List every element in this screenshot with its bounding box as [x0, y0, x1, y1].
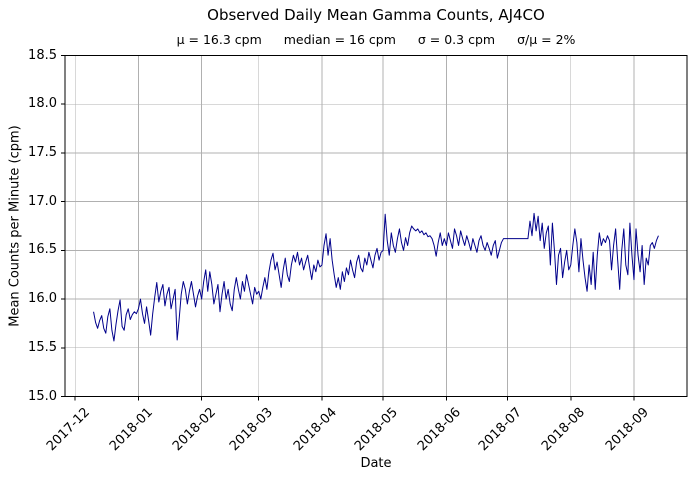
chart-stats-line: μ = 16.3 cpm median = 16 cpm σ = 0.3 cpm…: [65, 32, 687, 48]
plot-border: [64, 55, 688, 397]
y-axis-label: Mean Counts per Minute (cpm): [7, 125, 23, 327]
stat-sigma: σ = 0.3 cpm: [417, 32, 496, 47]
stat-sigma-over-mu: σ/μ = 2%: [517, 32, 576, 47]
y-tick-label: 15.5: [28, 339, 57, 355]
chart-title: Observed Daily Mean Gamma Counts, AJ4CO: [207, 6, 545, 24]
y-tick-label: 17.5: [28, 144, 57, 160]
data-line: [93, 212, 659, 342]
y-tick-label: 18.5: [28, 47, 57, 63]
y-tick-label: 16.5: [28, 242, 57, 258]
y-tick-label: 15.0: [28, 388, 57, 404]
y-tick-label: 17.0: [28, 193, 57, 209]
stat-median: median = 16 cpm: [283, 32, 396, 47]
stat-mean: μ = 16.3 cpm: [176, 32, 262, 47]
x-axis-label: Date: [360, 456, 392, 471]
y-tick-label: 18.0: [28, 96, 57, 112]
y-tick-label: 16.0: [28, 291, 57, 307]
